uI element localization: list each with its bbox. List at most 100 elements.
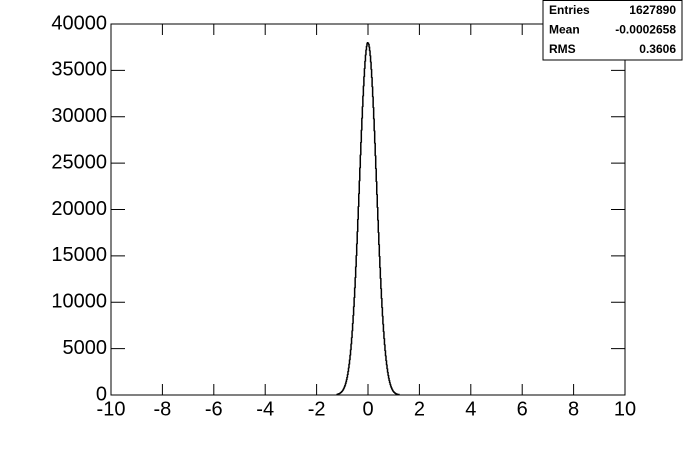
histogram-bin xyxy=(386,368,389,373)
y-tick-label: 35000 xyxy=(51,59,107,81)
histogram-bin xyxy=(381,297,383,308)
histogram-bin xyxy=(360,129,363,143)
histogram-bin xyxy=(388,380,391,384)
histogram-bin xyxy=(336,393,338,396)
histogram-bin xyxy=(355,243,358,256)
histogram-bin xyxy=(364,54,367,62)
histogram-bin xyxy=(371,77,373,88)
histogram-bin xyxy=(362,85,365,97)
x-tick-label: 2 xyxy=(414,398,425,420)
histogram-bin xyxy=(367,42,370,45)
histogram-bin xyxy=(354,266,357,278)
stats-value: 0.3606 xyxy=(639,42,676,56)
y-tick-label: 40000 xyxy=(51,12,107,34)
histogram-bin xyxy=(365,49,367,56)
histogram-bin xyxy=(375,168,377,182)
stats-value: 1627890 xyxy=(629,3,676,17)
histogram-bin xyxy=(363,68,366,78)
stats-label: Entries xyxy=(549,3,590,17)
histogram-bin xyxy=(392,391,395,393)
histogram-bin xyxy=(385,360,388,366)
histogram-bin xyxy=(365,45,368,51)
histogram-bin xyxy=(382,323,385,332)
histogram-bin xyxy=(343,386,346,389)
x-tick-label: 4 xyxy=(465,398,476,420)
x-tick-label: 0 xyxy=(362,398,373,420)
x-tick-label: 10 xyxy=(614,398,636,420)
x-tick-label: -2 xyxy=(308,398,326,420)
histogram-bin xyxy=(358,180,361,195)
histogram-bin xyxy=(359,154,362,169)
histogram-bin xyxy=(343,387,345,390)
histogram-bin xyxy=(387,371,389,376)
histogram-bin xyxy=(364,60,366,69)
histogram-bin xyxy=(385,355,387,361)
histogram-bin xyxy=(387,374,390,379)
histogram-bin xyxy=(372,107,375,120)
histogram-bin xyxy=(383,331,385,339)
histogram-bin xyxy=(379,267,382,279)
histogram-bin xyxy=(361,117,363,131)
histogram-bin xyxy=(354,277,356,289)
y-tick-label: 25000 xyxy=(51,151,107,173)
histogram-bin xyxy=(377,219,380,233)
histogram-bin xyxy=(372,96,374,108)
histogram-bin xyxy=(374,142,376,157)
histogram-bin xyxy=(389,384,392,387)
histogram-bin xyxy=(363,76,365,87)
histogram-bin xyxy=(382,315,384,325)
x-tick-label: -6 xyxy=(205,398,223,420)
histogram-bin xyxy=(379,255,381,268)
histogram-bin xyxy=(346,374,349,378)
histogram-bin xyxy=(371,86,374,98)
x-tick-label: -4 xyxy=(256,398,274,420)
histogram-bin xyxy=(389,382,391,385)
histogram-bin xyxy=(393,391,395,394)
y-tick-label: 20000 xyxy=(51,198,107,220)
histogram-bin xyxy=(386,364,388,370)
histogram-bin xyxy=(378,232,380,245)
y-tick-label: 30000 xyxy=(51,105,107,127)
histogram-bin xyxy=(352,314,354,324)
histogram-bin xyxy=(388,377,390,381)
y-tick-label: 10000 xyxy=(51,291,107,313)
histogram-bin xyxy=(342,388,345,391)
histogram-bin xyxy=(356,218,359,233)
histogram-bin xyxy=(349,349,352,356)
histogram-bin xyxy=(397,393,400,396)
histogram-bin xyxy=(348,359,351,365)
x-tick-label: 8 xyxy=(568,398,579,420)
histogram-bin xyxy=(368,44,370,48)
histogram-bin xyxy=(357,193,360,208)
histogram-bin xyxy=(383,338,386,346)
stats-label: Mean xyxy=(549,23,580,37)
x-tick-label: 6 xyxy=(517,398,528,420)
histogram-bin xyxy=(368,46,371,52)
histogram-bin xyxy=(370,68,373,78)
histogram-bin xyxy=(392,390,394,392)
histogram-bin xyxy=(350,343,352,351)
histogram-bin xyxy=(361,106,364,119)
histogram-bin xyxy=(376,194,379,208)
histogram-bin xyxy=(357,206,359,220)
histogram-bin xyxy=(380,277,382,289)
histogram-bin xyxy=(360,142,362,156)
histogram-bin xyxy=(351,322,354,332)
histogram-bin xyxy=(378,244,381,257)
histogram-bin xyxy=(345,381,347,385)
histogram-bin xyxy=(374,155,377,170)
histogram-bin xyxy=(375,181,378,195)
stats-box xyxy=(542,0,683,61)
histogram-bin xyxy=(390,385,392,388)
y-tick-label: 15000 xyxy=(51,244,107,266)
histogram-bin xyxy=(341,390,344,392)
histogram-bin xyxy=(381,307,384,317)
histogram-bin xyxy=(342,389,344,392)
histogram-bin xyxy=(355,255,357,268)
histogram-bin xyxy=(384,344,386,351)
histogram-bin xyxy=(345,379,348,383)
histogram-bin xyxy=(356,231,358,245)
